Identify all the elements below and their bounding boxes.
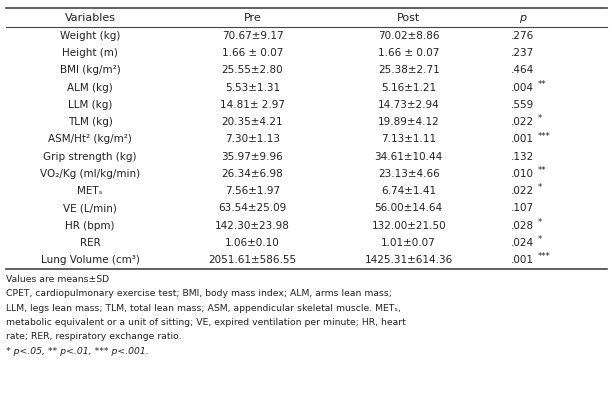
Text: 26.34±6.98: 26.34±6.98 [221,169,283,179]
Text: 1425.31±614.36: 1425.31±614.36 [365,255,453,265]
Text: 7.30±1.13: 7.30±1.13 [225,134,280,144]
Text: 14.73±2.94: 14.73±2.94 [378,100,440,110]
Text: 20.35±4.21: 20.35±4.21 [222,117,283,127]
Text: 34.61±10.44: 34.61±10.44 [375,152,443,162]
Text: **: ** [538,80,547,89]
Text: 1.66 ± 0.07: 1.66 ± 0.07 [222,48,283,58]
Text: .001: .001 [511,255,535,265]
Text: 6.74±1.41: 6.74±1.41 [381,186,436,196]
Text: 70.02±8.86: 70.02±8.86 [378,31,440,41]
Text: 56.00±14.64: 56.00±14.64 [375,203,443,213]
Text: .022: .022 [511,186,535,196]
Text: .107: .107 [511,203,535,213]
Text: CPET, cardiopulmonary exercise test; BMI, body mass index; ALM, arms lean mass;: CPET, cardiopulmonary exercise test; BMI… [6,289,392,298]
Text: 25.38±2.71: 25.38±2.71 [378,65,440,75]
Text: LLM (kg): LLM (kg) [68,100,112,110]
Text: ***: *** [538,132,551,141]
Text: 1.01±0.07: 1.01±0.07 [381,238,436,248]
Text: 2051.61±586.55: 2051.61±586.55 [208,255,297,265]
Text: .464: .464 [511,65,535,75]
Text: Post: Post [397,13,421,22]
Text: Height (m): Height (m) [63,48,118,58]
Text: 5.53±1.31: 5.53±1.31 [225,83,280,93]
Text: .024: .024 [511,238,535,248]
Text: .001: .001 [511,134,535,144]
Text: 7.13±1.11: 7.13±1.11 [381,134,436,144]
Text: * p<.05, ** p<.01, *** p<.001.: * p<.05, ** p<.01, *** p<.001. [6,347,149,356]
Text: VO₂/Kg (ml/kg/min): VO₂/Kg (ml/kg/min) [40,169,140,179]
Text: .237: .237 [511,48,535,58]
Text: *: * [538,183,543,192]
Text: LLM, legs lean mass; TLM, total lean mass; ASM, appendicular skeletal muscle. ME: LLM, legs lean mass; TLM, total lean mas… [6,304,401,312]
Text: HR (bpm): HR (bpm) [66,221,115,231]
Text: .004: .004 [511,83,535,93]
Text: 5.16±1.21: 5.16±1.21 [381,83,436,93]
Text: 1.66 ± 0.07: 1.66 ± 0.07 [378,48,440,58]
Text: 25.55±2.80: 25.55±2.80 [222,65,283,75]
Text: ALM (kg): ALM (kg) [67,83,113,93]
Text: p: p [519,13,527,22]
Text: TLM (kg): TLM (kg) [68,117,113,127]
Text: .022: .022 [511,117,535,127]
Text: .559: .559 [511,100,535,110]
Text: Variables: Variables [65,13,116,22]
Text: 35.97±9.96: 35.97±9.96 [221,152,283,162]
Text: METₛ: METₛ [77,186,103,196]
Text: *: * [538,235,543,244]
Text: metabolic equivalent or a unit of sitting; VE, expired ventilation per minute; H: metabolic equivalent or a unit of sittin… [6,318,406,327]
Text: ASM/Ht² (kg/m²): ASM/Ht² (kg/m²) [48,134,132,144]
Text: Grip strength (kg): Grip strength (kg) [44,152,137,162]
Text: .276: .276 [511,31,535,41]
Text: 63.54±25.09: 63.54±25.09 [218,203,286,213]
Text: 19.89±4.12: 19.89±4.12 [378,117,440,127]
Text: Values are means±SD: Values are means±SD [6,275,109,284]
Text: BMI (kg/m²): BMI (kg/m²) [60,65,121,75]
Text: 14.81± 2.97: 14.81± 2.97 [220,100,285,110]
Text: *: * [538,114,543,124]
Text: .132: .132 [511,152,535,162]
Text: 132.00±21.50: 132.00±21.50 [371,221,446,231]
Text: 7.56±1.97: 7.56±1.97 [225,186,280,196]
Text: rate; RER, respiratory exchange ratio.: rate; RER, respiratory exchange ratio. [6,332,181,341]
Text: 142.30±23.98: 142.30±23.98 [215,221,290,231]
Text: VE (L/min): VE (L/min) [63,203,117,213]
Text: 70.67±9.17: 70.67±9.17 [222,31,283,41]
Text: 23.13±4.66: 23.13±4.66 [378,169,440,179]
Text: .028: .028 [511,221,535,231]
Text: .010: .010 [511,169,535,179]
Text: Lung Volume (cm³): Lung Volume (cm³) [41,255,140,265]
Text: Pre: Pre [243,13,261,22]
Text: **: ** [538,166,547,175]
Text: 1.06±0.10: 1.06±0.10 [225,238,280,248]
Text: Weight (kg): Weight (kg) [60,31,120,41]
Text: RER: RER [80,238,101,248]
Text: ***: *** [538,252,551,261]
Text: *: * [538,218,543,227]
